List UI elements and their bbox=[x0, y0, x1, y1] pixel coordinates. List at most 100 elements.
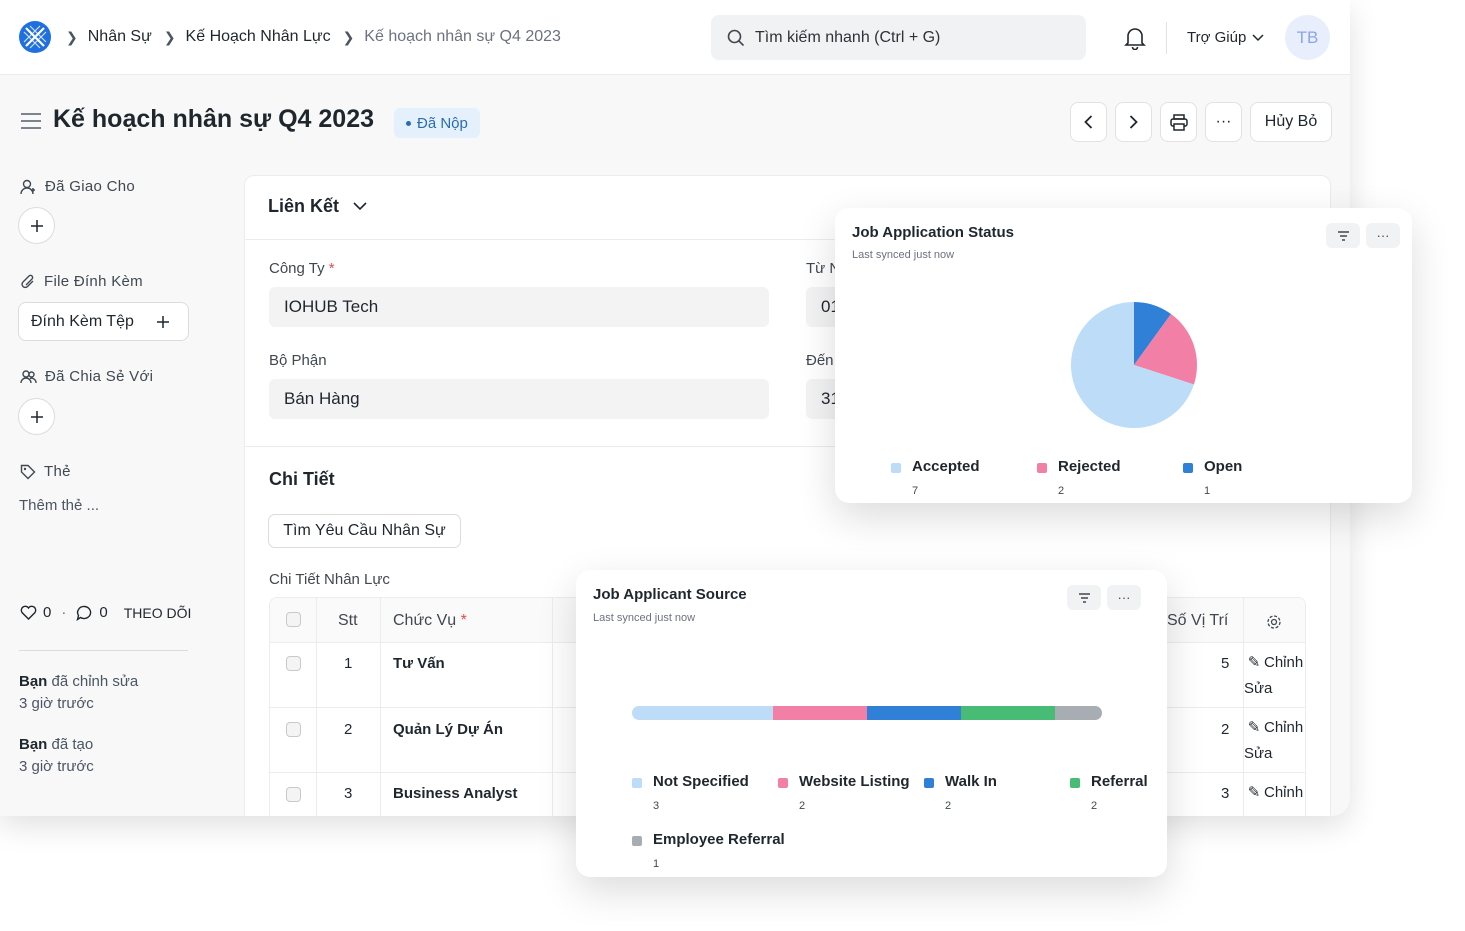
row-stt: 2 bbox=[344, 721, 353, 738]
bar-segment-referral[interactable] bbox=[961, 706, 1055, 720]
chart-options-button[interactable]: ··· bbox=[1107, 585, 1141, 610]
pie-slice-open[interactable] bbox=[1134, 302, 1172, 365]
heart-icon[interactable] bbox=[20, 605, 37, 620]
legend-swatch bbox=[891, 463, 901, 473]
cancel-button[interactable]: Hủy Bỏ bbox=[1250, 102, 1332, 142]
row-edit-label: Chỉnh bbox=[1264, 784, 1304, 801]
row-edit-button[interactable]: ✎ Chỉnh Sửa bbox=[1244, 715, 1305, 767]
previous-button[interactable] bbox=[1070, 102, 1107, 142]
row-edit-button[interactable]: ✎ Chỉnh bbox=[1244, 780, 1305, 806]
app-logo-icon[interactable] bbox=[18, 20, 52, 54]
department-field[interactable]: Bán Hàng bbox=[269, 379, 769, 419]
bar-segment-employee-referral[interactable] bbox=[1055, 706, 1102, 720]
pie-slice-rejected[interactable] bbox=[1134, 314, 1197, 385]
legend-label: Website Listing bbox=[799, 773, 910, 790]
row-vacancies[interactable]: 5 bbox=[1221, 655, 1230, 672]
company-label: Công Ty * bbox=[269, 260, 335, 277]
source-chart-title: Job Applicant Source bbox=[593, 586, 747, 603]
activity-time: 3 giờ trước bbox=[19, 695, 94, 712]
more-options-button[interactable]: ··· bbox=[1205, 102, 1242, 142]
column-divider bbox=[552, 708, 553, 772]
attachments-text: File Đính Kèm bbox=[44, 273, 143, 290]
hamburger-menu-icon[interactable] bbox=[20, 112, 42, 130]
legend-swatch bbox=[632, 836, 642, 846]
tags-label: Thẻ bbox=[20, 463, 71, 480]
activity-time: 3 giờ trước bbox=[19, 758, 94, 775]
section-links-toggle[interactable]: Liên Kết bbox=[268, 196, 367, 217]
details-section-title: Chi Tiết bbox=[269, 469, 335, 489]
row-position[interactable]: Tư Vấn bbox=[393, 655, 445, 672]
row-edit-button[interactable]: ✎ Chỉnh Sửa bbox=[1244, 650, 1305, 702]
comment-icon[interactable] bbox=[76, 605, 93, 621]
breadcrumb-item-current: Kế hoạch nhân sự Q4 2023 bbox=[364, 28, 561, 45]
legend-label: Rejected bbox=[1058, 458, 1121, 475]
find-staffing-requests-button[interactable]: Tìm Yêu Cầu Nhân Sự bbox=[268, 514, 461, 548]
filter-button[interactable] bbox=[1326, 223, 1360, 248]
social-counters: 0 · 0 THEO DÕI bbox=[20, 604, 191, 621]
sidebar-divider bbox=[19, 650, 188, 651]
add-assignee-button[interactable] bbox=[18, 207, 55, 244]
next-button[interactable] bbox=[1115, 102, 1152, 142]
search-input[interactable]: Tìm kiếm nhanh (Ctrl + G) bbox=[711, 15, 1086, 60]
search-icon bbox=[727, 29, 745, 46]
row-vacancies[interactable]: 3 bbox=[1221, 785, 1230, 802]
section-divider bbox=[245, 239, 1330, 240]
row-vacancies[interactable]: 2 bbox=[1221, 721, 1230, 738]
assigned-to-label: Đã Giao Cho bbox=[20, 178, 135, 195]
activity-action: đã tạo bbox=[51, 736, 94, 753]
row-checkbox[interactable] bbox=[286, 656, 301, 671]
row-checkbox[interactable] bbox=[286, 787, 301, 802]
legend-value: 7 bbox=[912, 485, 919, 497]
row-checkbox[interactable] bbox=[286, 722, 301, 737]
activity-user: Bạn bbox=[19, 736, 48, 753]
activity-item: Bạn đã tạo 3 giờ trước bbox=[19, 734, 94, 778]
breadcrumb-item-hr[interactable]: Nhân Sự bbox=[87, 28, 152, 45]
row-position[interactable]: Quản Lý Dự Án bbox=[393, 721, 504, 738]
add-tag-link[interactable]: Thêm thẻ ... bbox=[19, 497, 100, 514]
bar-segment-website-listing[interactable] bbox=[773, 706, 867, 720]
chevron-right-icon: ❯ bbox=[66, 28, 78, 45]
attachments-label: File Đính Kèm bbox=[20, 273, 143, 290]
company-field[interactable]: IOHUB Tech bbox=[269, 287, 769, 327]
legend-value: 2 bbox=[1091, 800, 1098, 812]
bar-segment-not-specified[interactable] bbox=[632, 706, 773, 720]
row-edit-label: Chỉnh Sửa bbox=[1244, 719, 1304, 762]
follow-link[interactable]: THEO DÕI bbox=[123, 604, 192, 621]
users-icon bbox=[20, 369, 37, 383]
help-label: Trợ Giúp bbox=[1187, 29, 1247, 46]
row-position[interactable]: Business Analyst bbox=[393, 785, 518, 802]
print-button[interactable] bbox=[1160, 102, 1197, 142]
column-divider bbox=[552, 643, 553, 707]
add-share-button[interactable] bbox=[18, 398, 55, 435]
status-badge: Đã Nộp bbox=[394, 108, 480, 138]
breadcrumb-item-staffing-plan[interactable]: Kế Hoạch Nhân Lực bbox=[185, 28, 331, 45]
plus-icon bbox=[30, 219, 43, 232]
gear-icon[interactable] bbox=[1266, 614, 1282, 630]
pie-slice-accepted[interactable] bbox=[1071, 302, 1194, 428]
pencil-icon: ✎ bbox=[1247, 784, 1261, 801]
section-divider bbox=[245, 446, 1330, 447]
department-label: Bộ Phận bbox=[269, 352, 327, 369]
navbar-divider bbox=[1166, 22, 1167, 54]
filter-button[interactable] bbox=[1067, 585, 1101, 610]
avatar[interactable]: TB bbox=[1285, 15, 1330, 60]
attach-file-button[interactable]: Đính Kèm Tệp bbox=[18, 302, 189, 341]
breadcrumb: ❯ Nhân Sự ❯ Kế Hoạch Nhân Lực ❯ Kế hoạch… bbox=[66, 28, 573, 46]
bell-icon[interactable] bbox=[1124, 26, 1146, 50]
help-dropdown[interactable]: Trợ Giúp bbox=[1187, 29, 1264, 46]
job-applicant-source-card: Job Applicant Source Last synced just no… bbox=[576, 570, 1167, 877]
chart-options-button[interactable]: ··· bbox=[1366, 223, 1400, 248]
legend-label: Walk In bbox=[945, 773, 997, 790]
table-row[interactable]: 3 Business Analyst 3 ✎ Chỉnh bbox=[270, 773, 1305, 816]
chevron-down-icon bbox=[353, 202, 367, 211]
column-divider bbox=[316, 598, 317, 642]
legend-value: 2 bbox=[945, 800, 952, 812]
company-label-text: Công Ty bbox=[269, 260, 325, 277]
row-stt: 1 bbox=[344, 655, 353, 672]
shared-with-text: Đã Chia Sẻ Với bbox=[45, 368, 154, 385]
bar-segment-walk-in[interactable] bbox=[867, 706, 961, 720]
status-text: Đã Nộp bbox=[417, 114, 468, 132]
position-header: Chức Vụ * bbox=[393, 612, 467, 656]
legend-label: Accepted bbox=[912, 458, 980, 475]
select-all-checkbox[interactable] bbox=[286, 612, 301, 627]
